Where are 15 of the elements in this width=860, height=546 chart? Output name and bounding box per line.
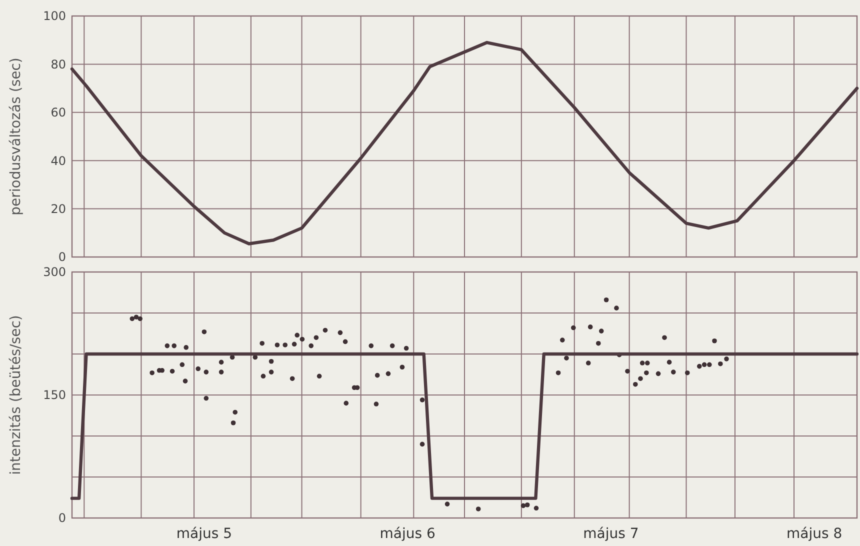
y-tick-label: 40 — [50, 154, 66, 168]
x-tick-label: május 8 — [786, 526, 842, 542]
x-tick-label: május 7 — [583, 526, 639, 542]
y-tick-label: 80 — [50, 57, 66, 72]
y-tick-label: 0 — [58, 250, 66, 264]
y-tick-label: 60 — [50, 106, 66, 120]
y-tick-label: 100 — [43, 9, 66, 24]
y-tick-label: 20 — [50, 202, 66, 216]
y-axis-title: periodusváltozás (sec) — [8, 58, 24, 216]
y-axis-title: intenzitás (beütés/sec) — [8, 315, 24, 475]
x-tick-label: május 6 — [380, 526, 436, 542]
x-tick-label: május 5 — [176, 526, 232, 542]
y-tick-label: 0 — [58, 511, 66, 526]
y-tick-label: 300 — [43, 265, 66, 280]
y-tick-label: 150 — [43, 388, 66, 402]
